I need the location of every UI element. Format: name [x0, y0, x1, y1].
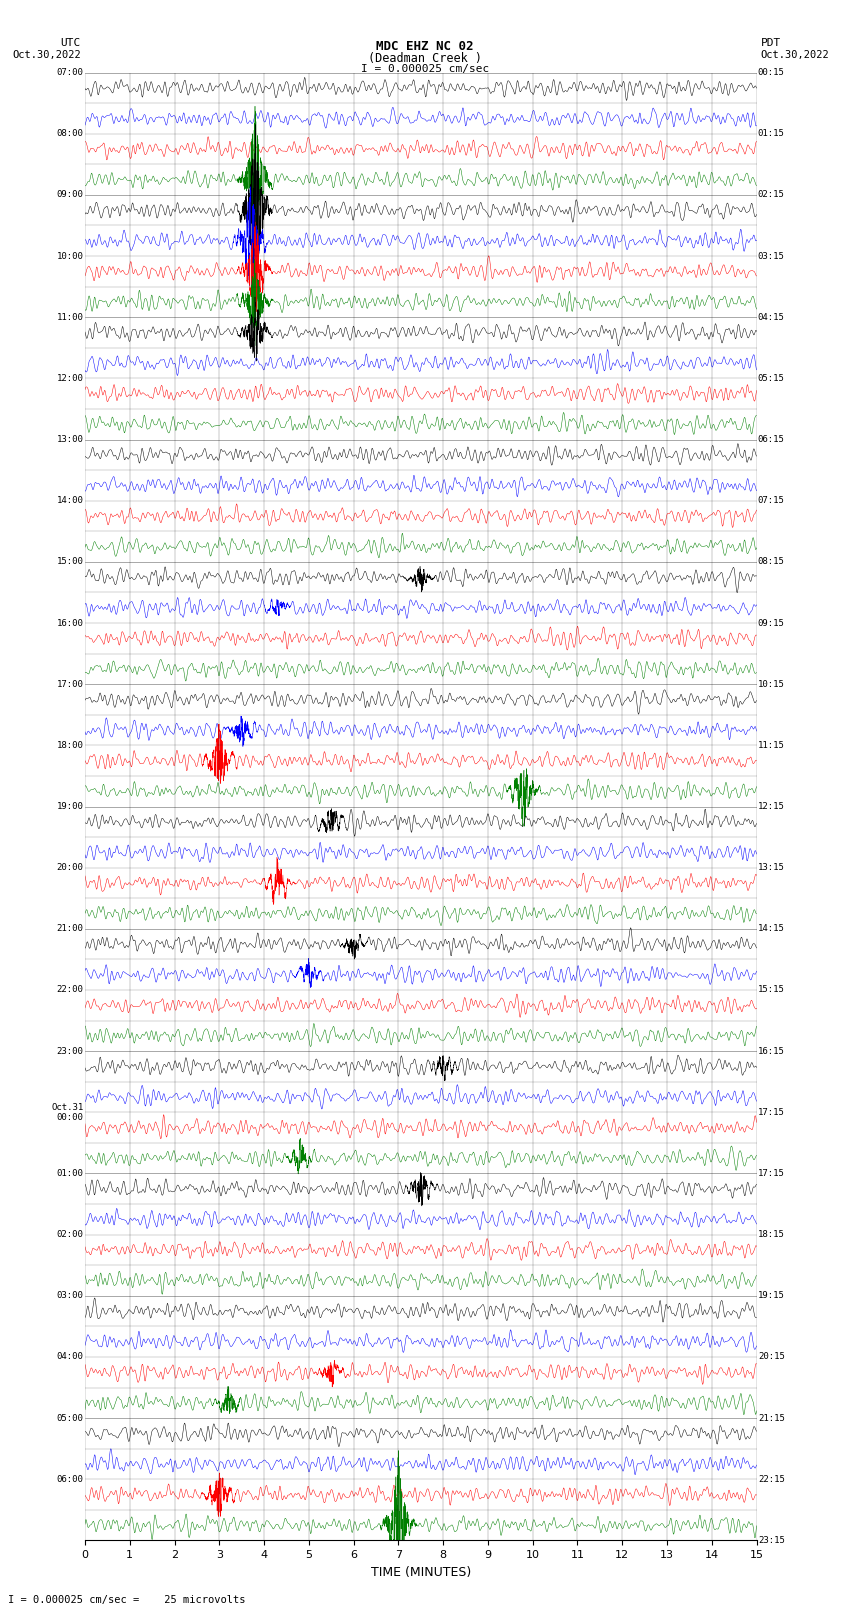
- Text: 15:00: 15:00: [57, 558, 83, 566]
- Text: 14:00: 14:00: [57, 497, 83, 505]
- Text: 17:15: 17:15: [758, 1108, 785, 1116]
- Text: 23:15: 23:15: [758, 1536, 785, 1545]
- Text: 14:15: 14:15: [758, 924, 785, 934]
- Text: Oct.30,2022: Oct.30,2022: [761, 50, 830, 60]
- Text: 08:00: 08:00: [57, 129, 83, 139]
- Text: 22:00: 22:00: [57, 986, 83, 995]
- Text: 02:00: 02:00: [57, 1231, 83, 1239]
- Text: 00:15: 00:15: [758, 68, 785, 77]
- Text: 20:15: 20:15: [758, 1352, 785, 1361]
- Text: 21:15: 21:15: [758, 1413, 785, 1423]
- Text: 08:15: 08:15: [758, 558, 785, 566]
- Text: 06:00: 06:00: [57, 1474, 83, 1484]
- X-axis label: TIME (MINUTES): TIME (MINUTES): [371, 1566, 471, 1579]
- Text: PDT: PDT: [761, 39, 781, 48]
- Text: 07:00: 07:00: [57, 68, 83, 77]
- Text: I = 0.000025 cm/sec =    25 microvolts: I = 0.000025 cm/sec = 25 microvolts: [8, 1595, 246, 1605]
- Text: 21:00: 21:00: [57, 924, 83, 934]
- Text: 03:00: 03:00: [57, 1292, 83, 1300]
- Text: 18:00: 18:00: [57, 740, 83, 750]
- Text: Oct.30,2022: Oct.30,2022: [12, 50, 81, 60]
- Text: (Deadman Creek ): (Deadman Creek ): [368, 52, 482, 65]
- Text: 02:15: 02:15: [758, 190, 785, 200]
- Text: I = 0.000025 cm/sec: I = 0.000025 cm/sec: [361, 65, 489, 74]
- Text: 03:15: 03:15: [758, 252, 785, 261]
- Text: 23:00: 23:00: [57, 1047, 83, 1055]
- Text: 15:15: 15:15: [758, 986, 785, 995]
- Text: 16:00: 16:00: [57, 618, 83, 627]
- Text: 20:00: 20:00: [57, 863, 83, 873]
- Text: 18:15: 18:15: [758, 1231, 785, 1239]
- Text: 19:00: 19:00: [57, 802, 83, 811]
- Text: 05:15: 05:15: [758, 374, 785, 382]
- Text: 17:00: 17:00: [57, 679, 83, 689]
- Text: 01:00: 01:00: [57, 1169, 83, 1177]
- Text: 22:15: 22:15: [758, 1474, 785, 1484]
- Text: 10:15: 10:15: [758, 679, 785, 689]
- Text: 10:00: 10:00: [57, 252, 83, 261]
- Text: 06:15: 06:15: [758, 436, 785, 444]
- Text: MDC EHZ NC 02: MDC EHZ NC 02: [377, 40, 473, 53]
- Text: 11:00: 11:00: [57, 313, 83, 321]
- Text: 09:00: 09:00: [57, 190, 83, 200]
- Text: 09:15: 09:15: [758, 618, 785, 627]
- Text: 12:00: 12:00: [57, 374, 83, 382]
- Text: 05:00: 05:00: [57, 1413, 83, 1423]
- Text: 16:15: 16:15: [758, 1047, 785, 1055]
- Text: 13:00: 13:00: [57, 436, 83, 444]
- Text: 11:15: 11:15: [758, 740, 785, 750]
- Text: 19:15: 19:15: [758, 1292, 785, 1300]
- Text: 13:15: 13:15: [758, 863, 785, 873]
- Text: 07:15: 07:15: [758, 497, 785, 505]
- Text: 12:15: 12:15: [758, 802, 785, 811]
- Text: Oct.31
00:00: Oct.31 00:00: [51, 1103, 83, 1123]
- Text: UTC: UTC: [60, 39, 81, 48]
- Text: 04:15: 04:15: [758, 313, 785, 321]
- Text: 01:15: 01:15: [758, 129, 785, 139]
- Text: 17:15: 17:15: [758, 1169, 785, 1177]
- Text: 04:00: 04:00: [57, 1352, 83, 1361]
